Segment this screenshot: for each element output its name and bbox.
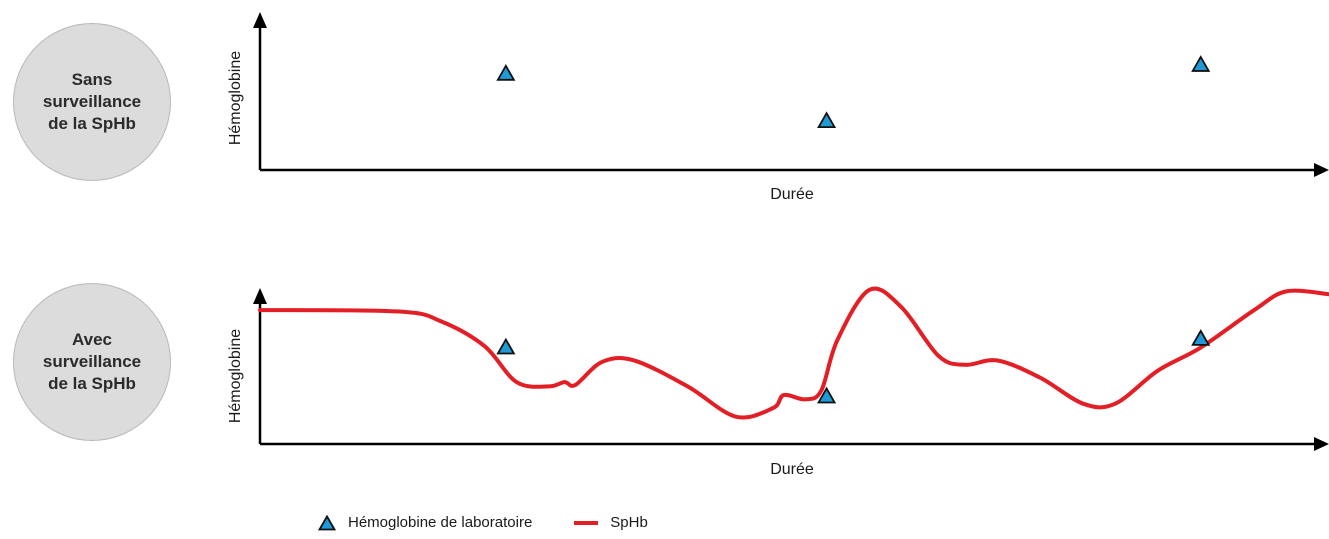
y-arrowhead [253, 288, 267, 304]
legend-item-lab: Hémoglobine de laboratoire [318, 514, 532, 531]
x-axis-label: Durée [770, 461, 814, 478]
triangle-marker-icon [318, 514, 336, 530]
chart-without-sphb: Durée Hémoglobine [227, 12, 1329, 203]
lab-hemoglobin-marker [817, 111, 837, 129]
x-arrowhead [1314, 437, 1329, 451]
lab-hemoglobin-marker [1191, 329, 1211, 346]
lab-hemoglobin-marker [1191, 55, 1211, 72]
lab-hemoglobin-marker [817, 386, 837, 404]
legend-item-sphb: SpHb [574, 514, 648, 531]
badge-label: Sans surveillance de la SpHb [42, 70, 142, 133]
y-axis-label: Hémoglobine [227, 51, 244, 145]
lab-hemoglobin-marker [496, 63, 516, 81]
x-axis-label: Durée [770, 186, 814, 203]
x-arrowhead [1314, 163, 1329, 177]
sphb-line [258, 286, 1329, 420]
lab-hemoglobin-marker [496, 337, 516, 355]
legend-label-sphb: SpHb [610, 514, 648, 531]
legend: Hémoglobine de laboratoire SpHb [318, 514, 690, 531]
badge-without-sphb: Sans surveillance de la SpHb [13, 23, 171, 181]
y-axis-label: Hémoglobine [227, 329, 244, 423]
legend-label-lab: Hémoglobine de laboratoire [348, 514, 533, 531]
y-arrowhead [253, 12, 267, 28]
badge-with-sphb: Avec surveillance de la SpHb [13, 283, 171, 441]
badge-label: Avec surveillance de la SpHb [42, 330, 142, 393]
red-line-swatch-icon [574, 520, 599, 525]
chart-with-sphb: Durée Hémoglobine [227, 286, 1329, 478]
